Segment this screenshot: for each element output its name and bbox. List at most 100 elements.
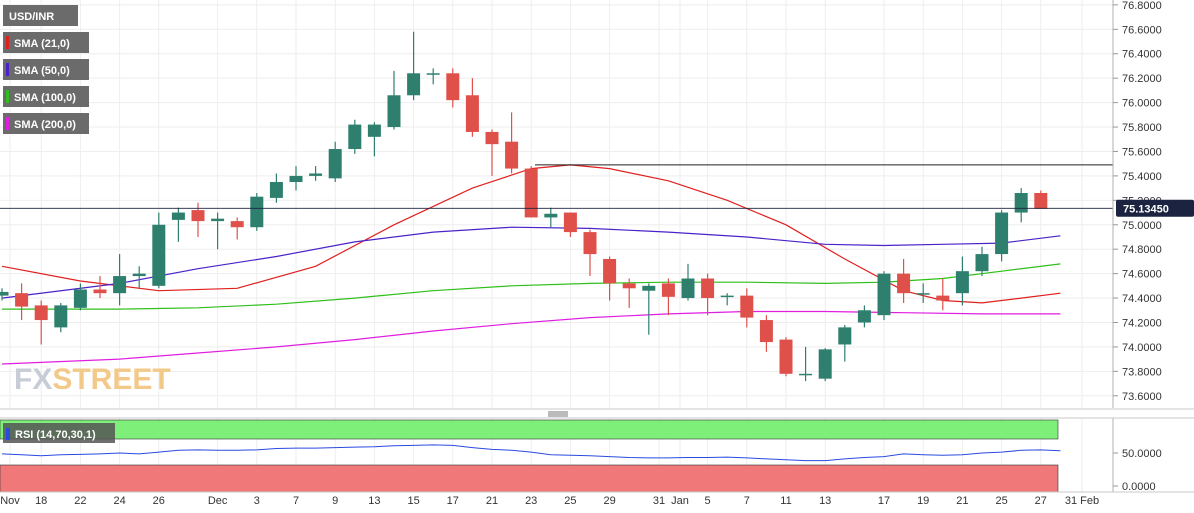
rsi-legend-label: RSI (14,70,30,1) xyxy=(15,429,96,441)
candle-body xyxy=(701,278,715,299)
candle xyxy=(152,212,166,289)
candle xyxy=(426,68,440,85)
pane-resize-handle[interactable] xyxy=(548,411,568,417)
candle xyxy=(230,217,244,240)
x-tick-label: 24 xyxy=(113,495,125,507)
candle xyxy=(563,212,577,237)
candle xyxy=(446,68,460,108)
candle-body xyxy=(269,182,283,198)
legend-swatch xyxy=(6,36,9,49)
legend-label: USD/INR xyxy=(9,11,54,23)
candle xyxy=(211,212,225,250)
candle-body xyxy=(642,285,656,291)
y-tick-label: 74.0000 xyxy=(1122,342,1162,354)
candle-body xyxy=(740,295,754,318)
y-tick-label: 76.4000 xyxy=(1122,49,1162,61)
legend-swatch xyxy=(6,90,9,103)
candle-body xyxy=(720,295,734,298)
candle xyxy=(936,278,950,311)
x-tick-label: 25 xyxy=(995,495,1007,507)
x-tick-label: 31 Feb xyxy=(1065,495,1099,507)
candle xyxy=(916,283,930,303)
candle xyxy=(407,31,421,101)
candle-body xyxy=(426,73,440,75)
legend-item-bg xyxy=(3,59,89,80)
candle xyxy=(897,258,911,303)
candle xyxy=(93,276,107,299)
reference-lines xyxy=(0,164,1113,209)
last-price-label: 75.13450 xyxy=(1123,203,1169,215)
candle xyxy=(524,166,538,218)
candle-body xyxy=(877,273,891,316)
rsi-oversold-zone xyxy=(0,464,1059,493)
candle xyxy=(603,256,617,301)
legend-item: SMA (100,0) xyxy=(3,86,89,107)
x-tick-label: 13 xyxy=(819,495,831,507)
sma-line-sma50 xyxy=(1,226,1061,299)
candle-body xyxy=(759,320,773,343)
y-tick-label: 75.8000 xyxy=(1122,122,1162,134)
candle-body xyxy=(0,291,9,296)
legend-item: SMA (21,0) xyxy=(3,32,89,53)
y-tick-label: 76.6000 xyxy=(1122,24,1162,36)
x-axis: Nov 18 22 24 26 Dec 3 7 9 13 15 17 21 23 25 29 31 Jan 5 7 11… xyxy=(0,495,1099,507)
legend-item-bg xyxy=(3,86,89,107)
candle xyxy=(132,266,146,289)
candle-body xyxy=(309,173,323,176)
candle xyxy=(838,324,852,362)
candle-body xyxy=(367,124,381,137)
candle xyxy=(779,337,793,377)
candle xyxy=(975,246,989,277)
y-tick-label: 74.8000 xyxy=(1122,244,1162,256)
grid xyxy=(0,0,1113,492)
x-tick-label: 15 xyxy=(407,495,419,507)
candle-body xyxy=(818,349,832,379)
rsi-zones xyxy=(0,419,1059,493)
candle-body xyxy=(661,283,675,297)
candle xyxy=(367,122,381,157)
legend-item-bg xyxy=(3,5,78,26)
legend: USD/INR SMA (21,0) SMA (50,0) SMA (100,0) SM… xyxy=(3,5,89,134)
x-tick-label: 27 xyxy=(1035,495,1047,507)
candle-body xyxy=(132,273,146,277)
x-tick-label: 7 xyxy=(293,495,299,507)
candle-body xyxy=(1014,193,1028,213)
candle-body xyxy=(230,221,244,228)
candle-body xyxy=(955,271,969,294)
candle xyxy=(34,300,48,345)
candle-body xyxy=(857,310,871,323)
candle xyxy=(113,254,127,306)
candle xyxy=(465,78,479,137)
legend-label: SMA (200,0) xyxy=(14,119,76,131)
candle xyxy=(348,119,362,154)
price-y-axis: 76.8000 76.6000 76.4000 76.2000 76.0000 75.80… xyxy=(1113,0,1162,403)
fxstreet-watermark: FXSTREET xyxy=(14,363,171,396)
rsi-line xyxy=(1,444,1061,462)
candle xyxy=(740,288,754,328)
legend-swatch xyxy=(6,63,9,76)
x-tick-label: 9 xyxy=(332,495,338,507)
y-tick-label: 73.6000 xyxy=(1122,391,1162,403)
candle xyxy=(759,315,773,352)
candle-body xyxy=(348,124,362,150)
candle xyxy=(328,141,342,183)
candle xyxy=(54,302,68,333)
candle xyxy=(877,271,891,321)
candle-body xyxy=(152,224,166,286)
rsi-legend: RSI (14,70,30,1) xyxy=(3,423,115,443)
candle xyxy=(505,112,519,174)
x-tick-label: 25 xyxy=(564,495,576,507)
candle-body xyxy=(211,218,225,222)
y-tick-label: 75.4000 xyxy=(1122,171,1162,183)
sma-line-sma100 xyxy=(2,263,1061,310)
legend-label: SMA (100,0) xyxy=(14,92,76,104)
candle-body xyxy=(328,149,342,179)
rsi-tick-label: 50.0000 xyxy=(1122,448,1162,460)
x-tick-label: 19 xyxy=(917,495,929,507)
x-tick-label: 21 xyxy=(956,495,968,507)
x-tick-label: 11 xyxy=(780,495,791,507)
candle xyxy=(955,256,969,306)
candle xyxy=(250,193,264,231)
legend-label: SMA (21,0) xyxy=(14,38,70,50)
candles xyxy=(0,31,1048,382)
